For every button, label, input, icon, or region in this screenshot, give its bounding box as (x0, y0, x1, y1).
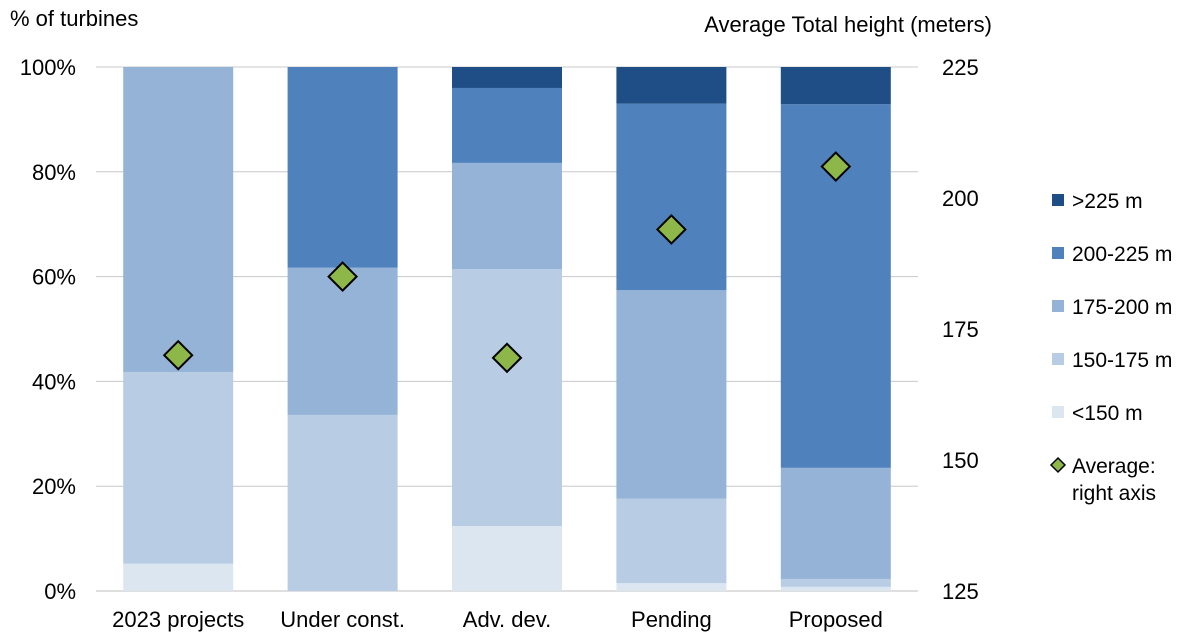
left-tick-label: 0% (44, 579, 76, 604)
bar-segment (616, 583, 727, 591)
category-labels: 2023 projects Under const. Adv. dev. Pendin… (112, 607, 883, 632)
right-axis-ticks: 125 150 175 200 225 (942, 55, 979, 604)
legend-label: 150-175 m (1072, 349, 1172, 372)
category-label: Adv. dev. (463, 607, 551, 632)
bar-segment (616, 103, 727, 291)
legend-swatch (1052, 406, 1064, 418)
bars (123, 67, 891, 591)
category-label: Pending (631, 607, 712, 632)
legend: >225 m 200-225 m 175-200 m 150-175 m <150 m A… (1049, 190, 1172, 505)
bar-segment (616, 290, 727, 499)
bar-segment (287, 267, 398, 415)
legend-label: 175-200 m (1072, 296, 1172, 319)
legend-marker (1049, 456, 1067, 474)
bar-segment (616, 67, 727, 104)
bar-segment (287, 414, 398, 591)
category-label: Proposed (789, 607, 883, 632)
bar-segment (780, 586, 891, 591)
bar-segment (287, 67, 398, 268)
legend-swatch (1052, 194, 1064, 206)
right-axis-title: Average Total height (meters) (704, 12, 992, 37)
bar-segment (452, 67, 562, 88)
left-tick-label: 100% (20, 55, 76, 80)
legend-label: Average: (1072, 455, 1156, 478)
bar-segment (452, 526, 562, 591)
bar-segment (123, 563, 234, 591)
average-marker (162, 339, 194, 371)
category-label: 2023 projects (112, 607, 244, 632)
legend-label: <150 m (1072, 402, 1143, 425)
left-tick-label: 80% (32, 160, 76, 185)
right-tick-label: 175 (942, 317, 979, 342)
bar-segment (452, 162, 562, 270)
bar-segment (780, 467, 891, 579)
bar-segment (780, 578, 891, 587)
left-tick-label: 40% (32, 369, 76, 394)
bar-segment (123, 371, 234, 564)
right-tick-label: 150 (942, 448, 979, 473)
bar-segment (616, 498, 727, 584)
legend-label: right axis (1072, 482, 1156, 505)
left-axis-ticks: 0% 20% 40% 60% 80% 100% (20, 55, 76, 604)
average-marker (655, 214, 687, 245)
bar-segment (452, 269, 562, 527)
bar-segment (452, 87, 562, 163)
right-tick-label: 200 (942, 186, 979, 211)
average-marker (491, 342, 523, 374)
legend-swatch (1052, 247, 1064, 259)
legend-swatch (1052, 300, 1064, 312)
average-marker (820, 151, 852, 182)
left-axis-title: % of turbines (10, 6, 138, 31)
left-tick-label: 60% (32, 265, 76, 290)
right-tick-label: 125 (942, 579, 979, 604)
right-tick-label: 225 (942, 55, 979, 80)
left-tick-label: 20% (32, 474, 76, 499)
average-marker (327, 261, 359, 293)
bar-segment (780, 67, 891, 105)
legend-label: 200-225 m (1072, 243, 1172, 266)
legend-label: >225 m (1072, 190, 1143, 213)
bar-segment (123, 67, 234, 372)
category-label: Under const. (280, 607, 405, 632)
average-markers (162, 151, 852, 374)
legend-swatch (1052, 353, 1064, 365)
